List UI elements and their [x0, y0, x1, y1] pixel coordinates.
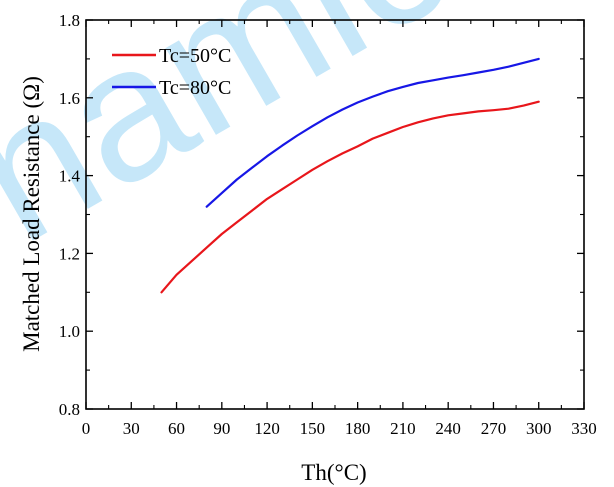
x-axis-title: Th(°C) [301, 460, 366, 485]
y-tick-label: 1.6 [59, 89, 80, 108]
x-tick-label: 120 [254, 419, 280, 438]
x-tick-label: 30 [123, 419, 140, 438]
x-tick-label: 180 [345, 419, 371, 438]
legend-label-2: Tc=80°C [159, 77, 231, 99]
legend: Tc=50°C Tc=80°C [112, 45, 231, 99]
x-axis-ticks: 0 30 60 90 120 150 180 210 240 270 300 330 [82, 20, 597, 438]
series-line-1 [160, 100, 540, 294]
series-layer [160, 57, 540, 294]
x-tick-label: 150 [300, 419, 326, 438]
x-tick-label: 90 [213, 419, 230, 438]
x-tick-label: 60 [168, 419, 185, 438]
y-tick-label: 1.0 [59, 322, 80, 341]
legend-label-1: Tc=50°C [159, 45, 231, 67]
x-tick-label: 0 [82, 419, 91, 438]
y-tick-label: 1.4 [59, 167, 81, 186]
x-tick-label: 240 [435, 419, 461, 438]
x-tick-label: 330 [571, 419, 597, 438]
y-tick-label: 1.8 [59, 11, 80, 30]
series-line-2 [205, 57, 540, 208]
x-tick-label: 210 [390, 419, 416, 438]
y-axis-ticks: 0.8 1.0 1.2 1.4 1.6 1.8 [59, 11, 584, 419]
x-tick-label: 300 [526, 419, 552, 438]
y-axis-title: Matched Load Resistance (Ω) [19, 76, 44, 352]
x-tick-label: 270 [481, 419, 507, 438]
y-tick-label: 1.2 [59, 244, 80, 263]
y-tick-label: 0.8 [59, 400, 80, 419]
